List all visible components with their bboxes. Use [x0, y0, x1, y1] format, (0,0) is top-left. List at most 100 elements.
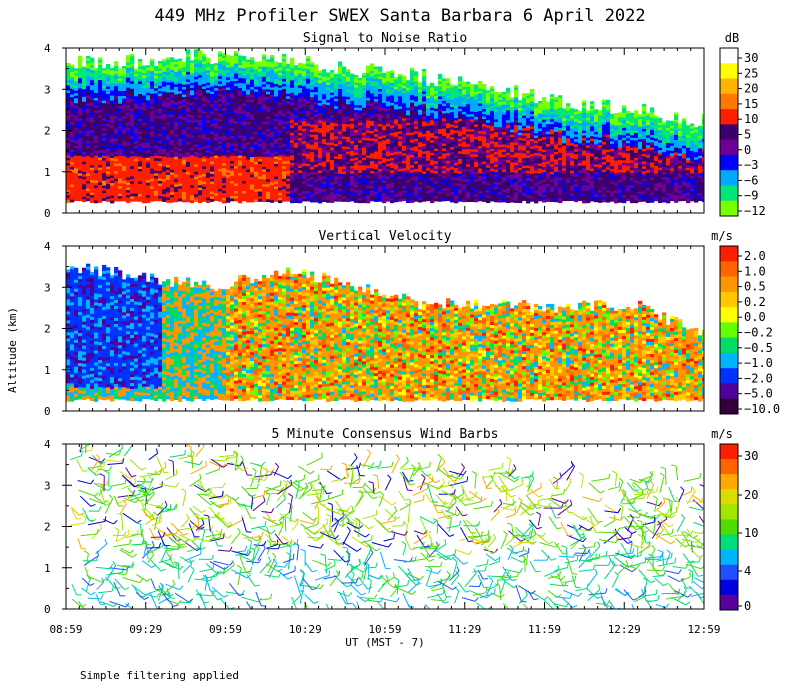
snr-cell — [370, 160, 375, 164]
snr-cell — [158, 65, 163, 69]
snr-cell — [422, 193, 427, 197]
snr-cell — [234, 53, 239, 57]
snr-cell — [374, 174, 379, 177]
snr-cell — [350, 138, 355, 142]
snr-cell — [326, 197, 331, 201]
snr-cell — [174, 61, 179, 65]
snr-cell — [238, 190, 243, 194]
snr-cell — [346, 141, 351, 145]
snr-cell — [78, 168, 83, 172]
snr-cell — [74, 108, 79, 112]
snr-cell — [98, 160, 103, 163]
snr-cell — [374, 186, 379, 190]
snr-cell — [290, 200, 295, 204]
snr-cell — [190, 60, 195, 64]
snr-cell — [190, 125, 195, 129]
snr-cell — [294, 65, 299, 69]
snr-cell — [206, 192, 211, 196]
snr-cell — [142, 177, 147, 181]
snr-cell — [146, 170, 151, 174]
snr-cell — [82, 184, 87, 188]
snr-cell — [330, 177, 335, 181]
snr-cell — [422, 101, 427, 105]
snr-cell — [258, 139, 263, 142]
snr-cell — [362, 195, 367, 199]
snr-cell — [178, 166, 183, 169]
snr-cell — [194, 141, 199, 145]
snr-cell — [114, 68, 119, 72]
snr-cell — [354, 97, 359, 101]
snr-cell — [154, 98, 159, 102]
snr-cell — [306, 188, 311, 192]
snr-cell — [250, 82, 255, 85]
snr-cell — [250, 167, 255, 170]
snr-cell — [202, 93, 207, 97]
snr-cell — [174, 124, 179, 128]
snr-cell — [218, 91, 223, 95]
snr-cell — [310, 167, 315, 170]
snr-cell — [274, 91, 279, 95]
snr-cell — [66, 85, 71, 89]
snr-cell — [306, 136, 311, 139]
snr-cell — [214, 153, 219, 156]
snr-cell — [154, 163, 159, 167]
snr-cell — [390, 147, 395, 151]
snr-cell — [138, 176, 143, 180]
snr-cell — [122, 146, 127, 149]
snr-cell — [74, 128, 79, 132]
snr-cell — [218, 196, 223, 200]
snr-cell — [170, 127, 175, 131]
snr-cell — [130, 101, 135, 105]
snr-cell — [194, 176, 199, 180]
snr-cell — [350, 113, 355, 117]
snr-cell — [278, 157, 283, 161]
snr-cell — [374, 166, 379, 170]
snr-cell — [234, 186, 239, 189]
snr-cell — [70, 177, 75, 180]
snr-cell — [234, 163, 239, 167]
snr-cell — [94, 165, 99, 169]
snr-cell — [182, 79, 187, 83]
snr-cell — [154, 135, 159, 139]
snr-cell — [78, 98, 83, 102]
snr-cell — [314, 164, 319, 168]
snr-cell — [278, 175, 283, 179]
snr-cell — [162, 146, 167, 150]
snr-cell — [306, 86, 311, 89]
snr-cell — [294, 127, 299, 131]
snr-cell — [130, 126, 135, 130]
snr-cell — [198, 140, 203, 144]
snr-cell — [202, 106, 207, 110]
snr-cell — [74, 90, 79, 94]
snr-cell — [186, 94, 191, 98]
snr-cell — [202, 111, 207, 115]
snr-cell — [290, 155, 295, 159]
snr-cell — [370, 155, 375, 159]
snr-cell — [366, 97, 371, 101]
snr-cell — [122, 198, 127, 202]
snr-cell — [406, 110, 411, 114]
snr-cell — [150, 148, 155, 152]
snr-cell — [242, 178, 247, 182]
snr-cell — [146, 75, 151, 79]
snr-cell — [94, 142, 99, 146]
snr-cell — [414, 138, 419, 142]
snr-cell — [242, 148, 247, 152]
snr-cell — [198, 72, 203, 76]
snr-cell — [202, 158, 207, 162]
snr-cell — [246, 167, 251, 170]
snr-cell — [402, 120, 407, 124]
snr-cell — [330, 135, 335, 138]
snr-cell — [166, 169, 171, 173]
snr-cell — [210, 69, 215, 72]
snr-cell — [102, 115, 107, 119]
snr-cell — [294, 95, 299, 99]
snr-cell — [382, 125, 387, 129]
snr-cell — [210, 91, 215, 95]
snr-cell — [202, 56, 207, 60]
snr-cell — [250, 179, 255, 183]
snr-cell — [334, 166, 339, 170]
snr-cell — [314, 92, 319, 95]
snr-cell — [86, 165, 91, 169]
snr-cell — [154, 83, 159, 87]
